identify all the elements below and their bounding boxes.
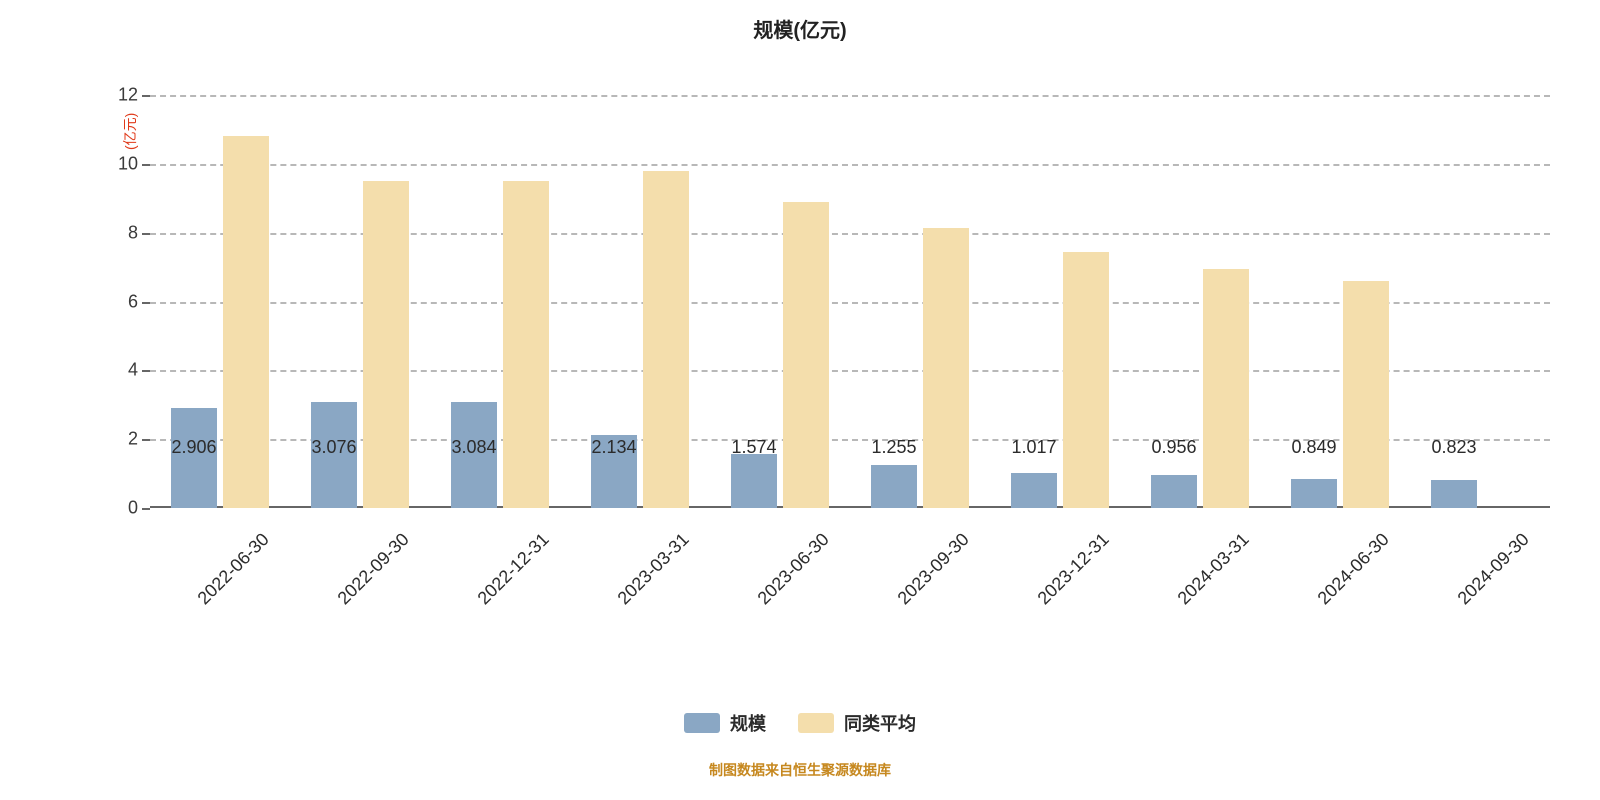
x-tick-label: 2024-09-30: [1454, 529, 1534, 609]
bar: [643, 171, 689, 508]
bar: [503, 181, 549, 508]
x-tick-label: 2023-12-31: [1034, 529, 1114, 609]
bar: [1203, 269, 1249, 508]
bar: [1343, 281, 1389, 508]
bar-value-label: 1.017: [1011, 437, 1056, 458]
grid-line: [150, 439, 1550, 441]
grid-line: [150, 370, 1550, 372]
x-axis-line: [150, 506, 1550, 508]
legend-label: 同类平均: [844, 710, 916, 736]
legend-swatch: [798, 713, 834, 733]
grid-line: [150, 233, 1550, 235]
grid-line: [150, 95, 1550, 97]
x-tick-label: 2023-06-30: [754, 529, 834, 609]
y-tick-mark: [142, 233, 150, 235]
bar: [1151, 475, 1197, 508]
bar: [1431, 480, 1477, 508]
plot-area: 024681012(亿元)2.9062022-06-303.0762022-09…: [150, 78, 1550, 508]
x-tick-label: 2024-06-30: [1314, 529, 1394, 609]
x-tick-label: 2023-09-30: [894, 529, 974, 609]
bar-value-label: 0.956: [1151, 437, 1196, 458]
x-tick-label: 2022-09-30: [334, 529, 414, 609]
chart-legend: 规模 同类平均: [0, 710, 1600, 736]
y-tick-mark: [142, 370, 150, 372]
bar: [1063, 252, 1109, 508]
bar-value-label: 1.574: [731, 437, 776, 458]
legend-label: 规模: [730, 710, 766, 736]
bar-value-label: 1.255: [871, 437, 916, 458]
bar: [1011, 473, 1057, 508]
bar-value-label: 2.134: [591, 437, 636, 458]
chart-caption: 制图数据来自恒生聚源数据库: [0, 760, 1600, 780]
bar-value-label: 0.823: [1431, 437, 1476, 458]
grid-line: [150, 302, 1550, 304]
y-axis-title: (亿元): [120, 113, 140, 150]
y-tick-mark: [142, 95, 150, 97]
x-tick-label: 2023-03-31: [614, 529, 694, 609]
grid-line: [150, 164, 1550, 166]
legend-swatch: [684, 713, 720, 733]
bar: [923, 228, 969, 508]
x-tick-label: 2022-06-30: [194, 529, 274, 609]
bar: [871, 465, 917, 508]
y-tick-mark: [142, 439, 150, 441]
bar-value-label: 2.906: [171, 437, 216, 458]
y-tick-mark: [142, 302, 150, 304]
y-tick-mark: [142, 164, 150, 166]
bar: [1291, 479, 1337, 508]
legend-item: 同类平均: [798, 710, 916, 736]
bar-value-label: 3.076: [311, 437, 356, 458]
bar: [363, 181, 409, 508]
x-tick-label: 2024-03-31: [1174, 529, 1254, 609]
bar-value-label: 3.084: [451, 437, 496, 458]
bar: [731, 454, 777, 508]
y-tick-mark: [142, 508, 150, 510]
chart-title: 规模(亿元): [0, 14, 1600, 43]
bar-value-label: 0.849: [1291, 437, 1336, 458]
bar: [223, 136, 269, 508]
legend-item: 规模: [684, 710, 766, 736]
x-tick-label: 2022-12-31: [474, 529, 554, 609]
bar: [783, 202, 829, 508]
chart-root: 规模(亿元) 024681012(亿元)2.9062022-06-303.076…: [0, 0, 1600, 800]
